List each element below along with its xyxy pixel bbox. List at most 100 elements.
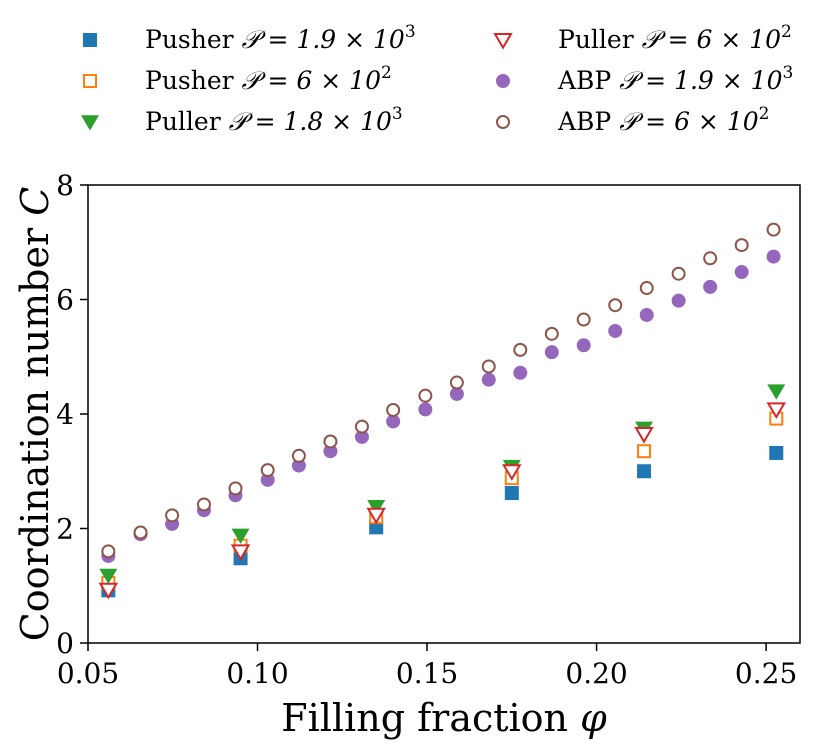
series-0: [101, 445, 784, 598]
data-point: [766, 249, 781, 264]
legend-series-name: ABP: [557, 66, 619, 95]
data-point: [671, 266, 686, 281]
y-axis-ticks: 0 2 4 6 8: [56, 169, 88, 660]
data-point: [354, 419, 369, 434]
legend-exponent: 3: [392, 104, 403, 124]
data-point: [671, 293, 686, 308]
data-point: [367, 499, 386, 516]
data-point: [230, 544, 251, 561]
legend-marker: [83, 33, 97, 47]
data-point: [769, 445, 784, 460]
y-axis-label: Coordination number C: [13, 187, 57, 642]
legend-param: 𝒫 = 6 × 10: [619, 107, 759, 136]
data-point: [766, 402, 787, 419]
legend-item-4: ABP 𝒫 = 1.9 × 103: [496, 63, 793, 95]
data-point: [576, 312, 591, 327]
data-point: [231, 528, 250, 544]
data-point: [449, 375, 464, 390]
legend-label: ABP 𝒫 = 1.9 × 103: [557, 63, 793, 95]
data-point: [481, 359, 496, 374]
data-point: [418, 388, 433, 403]
legend-param: 𝒫 = 1.9 × 10: [619, 66, 782, 95]
data-point: [637, 464, 652, 479]
legend-series-name: Puller: [558, 25, 642, 54]
legend-series-name: Pusher: [145, 25, 242, 54]
data-marks: [98, 222, 787, 600]
y-axis-label-symbol: C: [13, 187, 57, 216]
legend-item-5: ABP 𝒫 = 6 × 102: [496, 104, 769, 136]
data-point: [637, 444, 652, 459]
data-point: [323, 444, 338, 459]
legend-series-name: ABP: [557, 107, 619, 136]
data-point: [291, 458, 306, 473]
y-tick-label: 2: [56, 513, 74, 546]
data-point: [98, 582, 119, 600]
legend-param: 𝒫 = 1.8 × 10: [229, 107, 392, 136]
data-point: [544, 326, 559, 341]
data-point: [608, 323, 623, 338]
legend-item-1: Pusher 𝒫 = 6 × 102: [83, 63, 392, 95]
legend-marker: [493, 33, 513, 50]
legend-marker: [81, 115, 99, 131]
legend-series-name: Pusher: [145, 66, 242, 95]
plot-area-frame: [87, 184, 801, 644]
data-point: [133, 525, 148, 540]
x-axis-label-symbol: φ: [580, 696, 607, 740]
data-point: [634, 427, 654, 444]
data-point: [354, 429, 369, 444]
x-tick-label: 0.10: [226, 657, 288, 690]
data-point: [323, 434, 338, 449]
data-point: [513, 342, 528, 357]
data-point: [386, 414, 401, 429]
data-point: [734, 265, 749, 280]
x-tick-label: 0.25: [735, 657, 797, 690]
data-point: [576, 338, 591, 353]
series-3: [98, 402, 787, 600]
data-point: [766, 222, 781, 237]
data-point: [544, 345, 559, 360]
data-point: [504, 486, 519, 501]
legend-exponent: 2: [759, 104, 770, 124]
x-axis-label-text: Filling fraction: [281, 696, 568, 740]
y-tick-label: 0: [56, 627, 74, 660]
legend-param: 𝒫 = 6 × 10: [642, 25, 782, 54]
data-point: [513, 365, 528, 380]
legend-param: 𝒫 = 1.9 × 10: [242, 25, 405, 54]
legend-item-2: Puller 𝒫 = 1.8 × 103: [81, 104, 403, 136]
x-tick-label: 0.20: [565, 657, 627, 690]
data-point: [639, 307, 654, 322]
legend-label: Pusher 𝒫 = 6 × 102: [145, 63, 392, 95]
legend-exponent: 3: [405, 22, 416, 42]
x-axis-label: Filling fraction φ: [281, 696, 607, 740]
y-tick-label: 8: [56, 169, 74, 202]
legend-exponent: 3: [782, 63, 793, 83]
series-5: [101, 222, 781, 559]
legend-label: Puller 𝒫 = 1.8 × 103: [145, 104, 403, 136]
data-point: [260, 463, 275, 478]
data-point: [481, 372, 496, 387]
data-point: [703, 251, 718, 266]
legend-label: Pusher 𝒫 = 1.9 × 103: [145, 22, 416, 54]
data-point: [366, 507, 386, 525]
data-point: [291, 448, 306, 463]
data-point: [608, 298, 623, 313]
legend-label: Puller 𝒫 = 6 × 102: [558, 22, 792, 54]
data-point: [165, 508, 180, 523]
legend-exponent: 2: [381, 63, 392, 83]
y-axis-label-text: Coordination number: [13, 227, 57, 641]
legend-marker: [83, 74, 97, 88]
legend-param: 𝒫 = 6 × 10: [242, 66, 382, 95]
y-tick-label: 4: [56, 398, 74, 431]
x-tick-label: 0.15: [396, 657, 458, 690]
data-point: [260, 472, 275, 487]
legend-label: ABP 𝒫 = 6 × 102: [557, 104, 769, 136]
data-point: [767, 384, 786, 400]
data-point: [449, 386, 464, 401]
legend-item-0: Pusher 𝒫 = 1.9 × 103: [83, 22, 416, 54]
data-point: [734, 238, 749, 253]
data-point: [99, 568, 118, 584]
y-tick-label: 6: [56, 284, 74, 317]
data-point: [386, 402, 401, 417]
